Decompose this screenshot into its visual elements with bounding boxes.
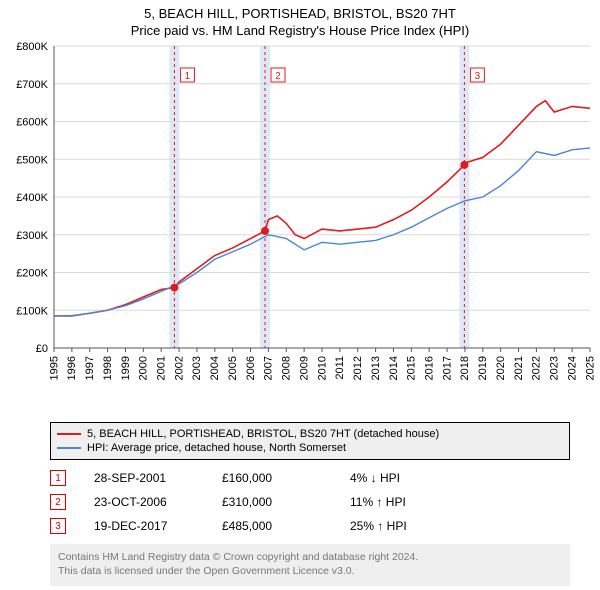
svg-text:2010: 2010 [316,356,328,380]
svg-text:£700K: £700K [16,79,48,91]
legend-label: HPI: Average price, detached house, Nort… [87,442,346,454]
svg-text:£0: £0 [36,343,48,355]
svg-text:2004: 2004 [209,356,221,380]
svg-text:3: 3 [475,71,481,82]
svg-text:£100K: £100K [16,305,48,317]
svg-text:1996: 1996 [66,356,78,380]
legend: 5, BEACH HILL, PORTISHEAD, BRISTOL, BS20… [50,422,570,460]
svg-text:2007: 2007 [263,356,275,380]
svg-text:2012: 2012 [352,356,364,380]
svg-text:2003: 2003 [191,356,203,380]
footnote-line: This data is licensed under the Open Gov… [58,564,562,578]
svg-text:2002: 2002 [173,356,185,380]
svg-text:1997: 1997 [84,356,96,380]
svg-text:£400K: £400K [16,192,48,204]
svg-text:2016: 2016 [424,356,436,380]
svg-text:2008: 2008 [281,356,293,380]
svg-text:£200K: £200K [16,268,48,280]
svg-text:1: 1 [185,71,191,82]
event-date: 28-SEP-2001 [94,471,194,485]
event-price: £485,000 [222,519,322,533]
event-marker-icon: 2 [50,494,66,510]
chart-container: 5, BEACH HILL, PORTISHEAD, BRISTOL, BS20… [0,0,600,586]
events-table: 1 28-SEP-2001 £160,000 4% ↓ HPI 2 23-OCT… [50,466,570,538]
svg-text:2011: 2011 [334,356,346,380]
footnote-line: Contains HM Land Registry data © Crown c… [58,550,562,564]
svg-text:2021: 2021 [513,356,525,380]
svg-text:2006: 2006 [245,356,257,380]
event-date: 23-OCT-2006 [94,495,194,509]
svg-text:2018: 2018 [459,356,471,380]
svg-text:1999: 1999 [120,356,132,380]
event-delta: 4% ↓ HPI [350,471,470,485]
title-line-2: Price paid vs. HM Land Registry's House … [0,23,600,38]
svg-text:2023: 2023 [549,356,561,380]
svg-text:2025: 2025 [584,356,596,380]
event-row: 1 28-SEP-2001 £160,000 4% ↓ HPI [50,466,570,490]
svg-text:2005: 2005 [227,356,239,380]
svg-text:2020: 2020 [495,356,507,380]
svg-text:2001: 2001 [155,356,167,380]
svg-text:2017: 2017 [441,356,453,380]
event-delta: 25% ↑ HPI [350,519,470,533]
footnote: Contains HM Land Registry data © Crown c… [50,544,570,586]
event-price: £160,000 [222,471,322,485]
event-date: 19-DEC-2017 [94,519,194,533]
svg-text:2: 2 [275,71,281,82]
chart-svg: £0 £100K £200K £300K £400K £500K £600K £700K £80… [0,38,600,418]
svg-text:1998: 1998 [102,356,114,380]
legend-label: 5, BEACH HILL, PORTISHEAD, BRISTOL, BS20… [87,428,439,440]
svg-text:2009: 2009 [298,356,310,380]
svg-text:£500K: £500K [16,154,48,166]
event-marker-icon: 1 [50,470,66,486]
svg-text:2014: 2014 [388,356,400,380]
svg-text:2013: 2013 [370,356,382,380]
legend-swatch [57,447,81,449]
event-delta: 11% ↑ HPI [350,495,470,509]
svg-text:2000: 2000 [138,356,150,380]
chart-area: £0 £100K £200K £300K £400K £500K £600K £700K £80… [0,38,600,418]
svg-text:1995: 1995 [48,356,60,380]
title-block: 5, BEACH HILL, PORTISHEAD, BRISTOL, BS20… [0,0,600,38]
svg-text:2015: 2015 [406,356,418,380]
svg-text:£600K: £600K [16,117,48,129]
title-line-1: 5, BEACH HILL, PORTISHEAD, BRISTOL, BS20… [0,6,600,21]
svg-text:2024: 2024 [566,356,578,380]
event-marker-icon: 3 [50,518,66,534]
svg-text:2022: 2022 [531,356,543,380]
svg-text:£300K: £300K [16,230,48,242]
svg-text:£800K: £800K [16,41,48,53]
event-price: £310,000 [222,495,322,509]
event-row: 3 19-DEC-2017 £485,000 25% ↑ HPI [50,514,570,538]
svg-text:2019: 2019 [477,356,489,380]
legend-row: HPI: Average price, detached house, Nort… [57,441,563,455]
legend-swatch [57,433,81,435]
event-row: 2 23-OCT-2006 £310,000 11% ↑ HPI [50,490,570,514]
legend-row: 5, BEACH HILL, PORTISHEAD, BRISTOL, BS20… [57,427,563,441]
